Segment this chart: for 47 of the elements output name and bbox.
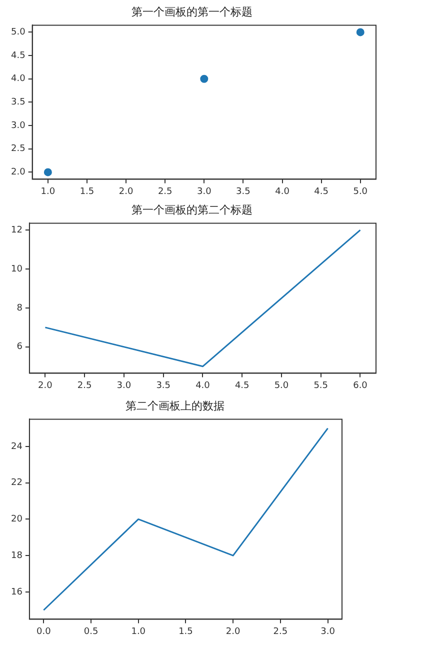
x-tick-label: 2.5 bbox=[158, 186, 172, 197]
x-tick-label: 3.5 bbox=[236, 186, 250, 197]
y-tick-label: 2.5 bbox=[10, 144, 26, 154]
x-tick-label: 5.0 bbox=[274, 380, 289, 391]
x-tick-label: 0.5 bbox=[84, 626, 98, 637]
x-tick-label: 1.0 bbox=[131, 626, 146, 637]
y-tick-label: 22 bbox=[11, 478, 22, 488]
x-tick-label: 3.5 bbox=[156, 380, 171, 391]
y-tick-label: 5.0 bbox=[10, 28, 26, 38]
y-tick-label: 3.5 bbox=[10, 98, 26, 108]
x-tick-label: 1.5 bbox=[178, 626, 193, 637]
y-tick-label: 24 bbox=[11, 442, 23, 452]
y-tick-label: 18 bbox=[11, 550, 23, 561]
point bbox=[356, 28, 364, 36]
x-tick-label: 4.5 bbox=[234, 380, 250, 391]
chart-title: 第一个画板的第二个标题 bbox=[132, 204, 252, 217]
y-tick-label: 8 bbox=[16, 303, 23, 314]
y-tick-label: 4.5 bbox=[10, 50, 26, 61]
x-tick-label: 4.0 bbox=[196, 380, 210, 391]
x-tick-label: 3.0 bbox=[196, 186, 212, 197]
x-tick-label: 3.0 bbox=[116, 380, 132, 391]
y-tick-label: 4.0 bbox=[10, 74, 26, 84]
x-tick-label: 4.0 bbox=[275, 186, 290, 197]
x-tick-label: 2.0 bbox=[118, 186, 134, 197]
x-tick-label: 2.5 bbox=[77, 380, 92, 391]
y-tick-label: 6 bbox=[16, 342, 23, 352]
x-tick-label: 2.5 bbox=[273, 626, 288, 637]
y-tick-label: 20 bbox=[11, 514, 23, 525]
x-tick-label: 2.0 bbox=[226, 626, 241, 637]
x-tick-label: 4.5 bbox=[314, 186, 328, 197]
x-tick-label: 1.0 bbox=[40, 186, 56, 197]
x-tick-label: 1.5 bbox=[80, 186, 94, 197]
x-tick-label: 0.0 bbox=[36, 626, 52, 637]
x-tick-label: 3.0 bbox=[320, 626, 336, 637]
y-tick-label: 2.0 bbox=[10, 168, 26, 178]
x-tick-label: 2.0 bbox=[38, 380, 53, 391]
x-tick-label: 6.0 bbox=[353, 380, 368, 391]
y-tick-label: 16 bbox=[11, 587, 23, 598]
y-tick-label: 12 bbox=[11, 225, 22, 236]
chart-title: 第二个画板上的数据 bbox=[126, 400, 224, 413]
y-tick-label: 3.0 bbox=[10, 120, 26, 131]
point bbox=[44, 168, 52, 176]
chart-title: 第一个画板的第一个标题 bbox=[132, 6, 252, 19]
x-tick-label: 5.5 bbox=[314, 380, 328, 391]
x-tick-label: 5.0 bbox=[353, 186, 368, 197]
point bbox=[200, 74, 208, 83]
y-tick-label: 10 bbox=[11, 264, 23, 274]
